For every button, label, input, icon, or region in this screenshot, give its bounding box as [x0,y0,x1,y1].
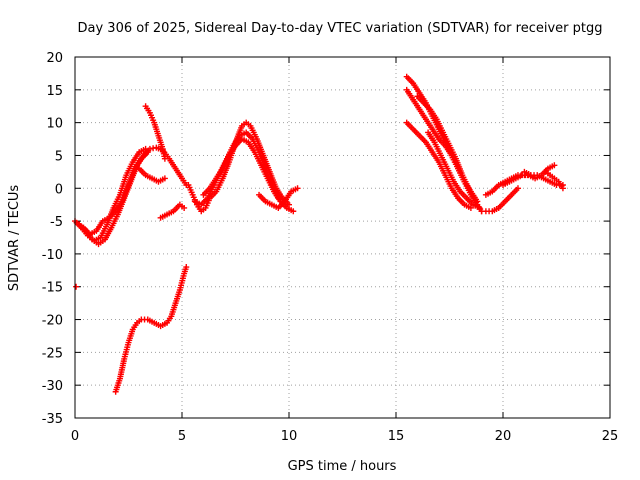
data-point [465,185,472,192]
data-point [73,283,80,290]
data-point [476,204,483,211]
x-tick-label: 15 [388,429,405,444]
series-arc-3 [80,149,151,238]
x-tick-labels: 0 5 10 15 20 25 [71,429,618,444]
series-arc-6 [157,201,188,221]
data-point [474,198,481,205]
series-arc-4 [142,103,168,162]
series-arc-7 [185,119,292,215]
axis-ticks [74,56,611,419]
y-tick-label: -30 [42,379,63,394]
y-tick-labels: -35 -30 -25 -20 -15 -10 -5 0 5 10 15 20 [42,51,63,427]
series-arc-15 [414,93,472,192]
y-tick-label: 20 [46,51,63,66]
series-arc-18 [482,185,521,215]
data-point [183,264,190,271]
data-point [294,185,301,192]
plot-frame [74,56,611,419]
x-tick-label: 5 [178,429,186,444]
data-point [514,185,521,192]
y-tick-label: -35 [42,412,63,427]
x-tick-label: 0 [71,429,79,444]
y-tick-label: 0 [55,182,63,197]
data-point [181,204,188,211]
data-point [161,155,168,162]
x-tick-label: 10 [281,429,298,444]
data-point [290,208,297,215]
grid-lines [75,57,610,418]
series-arc-5 [136,165,168,185]
data-point [144,149,151,156]
y-tick-label: -20 [42,314,63,329]
y-tick-label: -10 [42,248,63,263]
data-points [72,73,566,395]
y-tick-label: -25 [42,346,63,361]
series-arc-1 [72,145,149,244]
series-arc-22 [73,283,80,290]
series-arc-10 [256,185,301,211]
x-tick-label: 25 [602,429,619,444]
data-point [161,175,168,182]
series-arc-17 [482,172,534,198]
series-arc-14 [403,119,474,211]
x-tick-label: 20 [495,429,512,444]
y-tick-label: -15 [42,281,63,296]
data-point [551,162,558,169]
y-axis-label: SDTVAR / TECUs [7,185,22,292]
series-arc-16 [425,129,485,215]
y-tick-label: -5 [50,215,63,230]
x-axis-label: GPS time / hours [288,459,397,474]
y-tick-label: 5 [55,149,63,164]
y-tick-label: 15 [46,84,63,99]
data-point [559,181,566,188]
series-arc-21 [521,168,566,188]
chart-title: Day 306 of 2025, Sidereal Day-to-day VTE… [78,21,603,36]
y-tick-label: 10 [46,117,63,132]
series-arc-11 [112,264,190,395]
